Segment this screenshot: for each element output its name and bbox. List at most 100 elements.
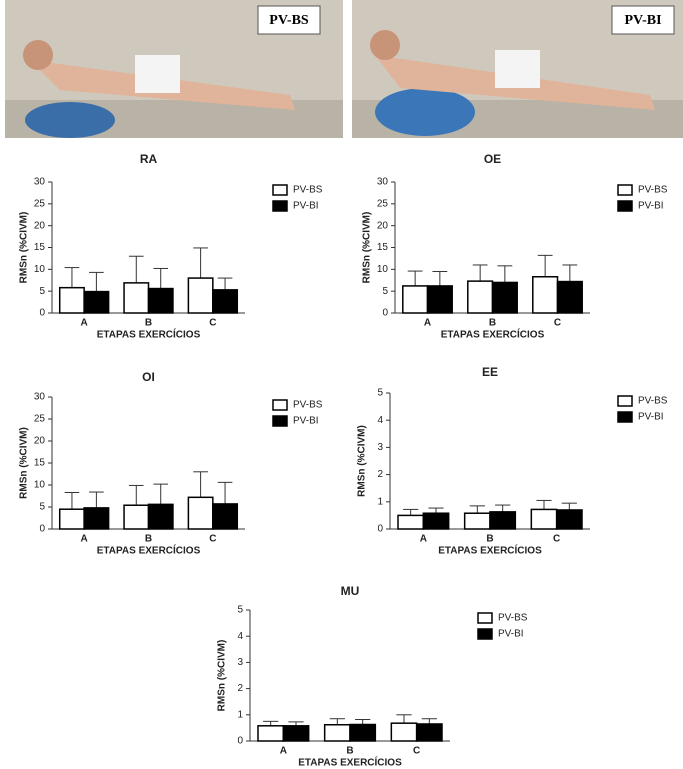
y-tick-label: 10	[34, 480, 46, 491]
legend-swatch	[618, 412, 632, 422]
y-tick-label: 3	[377, 442, 383, 453]
bar	[258, 726, 283, 741]
bar	[557, 510, 582, 529]
y-tick-label: 5	[382, 286, 388, 297]
bar	[423, 513, 448, 529]
legend-swatch	[273, 185, 287, 195]
bar	[124, 283, 148, 313]
bar	[403, 286, 428, 313]
legend-label: PV-BI	[293, 416, 319, 427]
bar	[124, 505, 148, 529]
x-tick-label: C	[209, 534, 216, 545]
y-tick-label: 20	[34, 436, 46, 447]
legend-swatch	[618, 201, 632, 211]
y-tick-label: 0	[237, 736, 243, 747]
y-tick-label: 10	[34, 264, 46, 275]
x-tick-label: B	[346, 746, 353, 757]
x-tick-label: A	[424, 318, 431, 329]
figure: PV-BS PV-BI RA051015202530RMSn (%CIVM)ET…	[0, 0, 683, 769]
chart-title: OI	[142, 370, 155, 384]
y-tick-label: 1	[237, 709, 243, 720]
legend-swatch	[273, 400, 287, 410]
x-tick-label: C	[209, 318, 216, 329]
y-tick-label: 25	[377, 198, 389, 209]
legend-label: PV-BS	[498, 613, 528, 624]
y-tick-label: 0	[377, 524, 383, 535]
legend-swatch	[478, 613, 492, 623]
y-tick-label: 30	[34, 177, 46, 188]
y-tick-label: 0	[382, 308, 388, 319]
y-tick-label: 0	[39, 308, 45, 319]
x-tick-label: A	[81, 318, 88, 329]
chart-title: OE	[484, 152, 501, 166]
x-tick-label: A	[420, 534, 427, 545]
photo-label: PV-BS	[269, 13, 309, 28]
x-axis-label: ETAPAS EXERCÍCIOS	[97, 544, 201, 557]
photo-left: PV-BS	[5, 0, 343, 138]
y-axis-label: RMSn (%CIVM)	[362, 212, 373, 284]
photo-label: PV-BI	[624, 13, 661, 28]
x-tick-label: A	[81, 534, 88, 545]
legend-label: PV-BI	[638, 201, 664, 212]
y-tick-label: 20	[34, 220, 46, 231]
bar	[213, 290, 237, 313]
bar	[533, 277, 558, 313]
x-tick-label: B	[489, 318, 496, 329]
legend-label: PV-BI	[638, 412, 664, 423]
y-tick-label: 4	[377, 415, 383, 426]
y-tick-label: 2	[377, 469, 383, 480]
y-tick-label: 20	[377, 220, 389, 231]
legend-label: PV-BI	[293, 201, 319, 212]
bar	[188, 497, 212, 529]
bar	[398, 515, 423, 529]
x-tick-label: B	[145, 318, 152, 329]
bar	[493, 282, 518, 313]
x-axis-label: ETAPAS EXERCÍCIOS	[298, 756, 402, 769]
bar	[468, 281, 493, 313]
legend-swatch	[618, 396, 632, 406]
y-axis-label: RMSn (%CIVM)	[19, 427, 30, 499]
y-axis-label: RMSn (%CIVM)	[217, 640, 228, 712]
y-axis-label: RMSn (%CIVM)	[19, 212, 30, 284]
chart-title: RA	[140, 152, 158, 166]
photo-right: PV-BI	[352, 0, 683, 138]
x-tick-label: C	[554, 318, 561, 329]
legend-label: PV-BS	[638, 396, 668, 407]
x-axis-label: ETAPAS EXERCÍCIOS	[97, 328, 201, 341]
x-tick-label: B	[486, 534, 493, 545]
bar	[465, 513, 490, 529]
y-tick-label: 3	[237, 657, 243, 668]
y-tick-label: 10	[377, 264, 389, 275]
bar	[60, 509, 84, 529]
y-tick-label: 30	[377, 177, 389, 188]
y-tick-label: 5	[237, 605, 243, 616]
y-tick-label: 1	[377, 496, 383, 507]
bar	[84, 508, 108, 529]
legend-swatch	[478, 629, 492, 639]
x-tick-label: A	[280, 746, 287, 757]
bar	[428, 286, 453, 313]
x-tick-label: C	[553, 534, 560, 545]
y-tick-label: 2	[237, 683, 243, 694]
y-tick-label: 4	[237, 631, 243, 642]
x-axis-label: ETAPAS EXERCÍCIOS	[441, 328, 545, 341]
y-tick-label: 0	[39, 524, 45, 535]
x-tick-label: B	[145, 534, 152, 545]
bar	[531, 509, 556, 529]
bar	[60, 288, 84, 313]
y-tick-label: 15	[34, 242, 46, 253]
legend-label: PV-BS	[293, 400, 323, 411]
y-tick-label: 5	[39, 502, 45, 513]
legend-swatch	[273, 201, 287, 211]
bar	[391, 723, 416, 741]
y-tick-label: 5	[39, 286, 45, 297]
y-tick-label: 15	[377, 242, 389, 253]
bar	[417, 724, 442, 741]
bar	[84, 292, 108, 313]
bar	[558, 282, 583, 313]
bar	[149, 289, 173, 313]
legend-label: PV-BS	[638, 185, 668, 196]
y-tick-label: 25	[34, 414, 46, 425]
chart-title: MU	[341, 584, 360, 598]
y-tick-label: 5	[377, 388, 383, 399]
